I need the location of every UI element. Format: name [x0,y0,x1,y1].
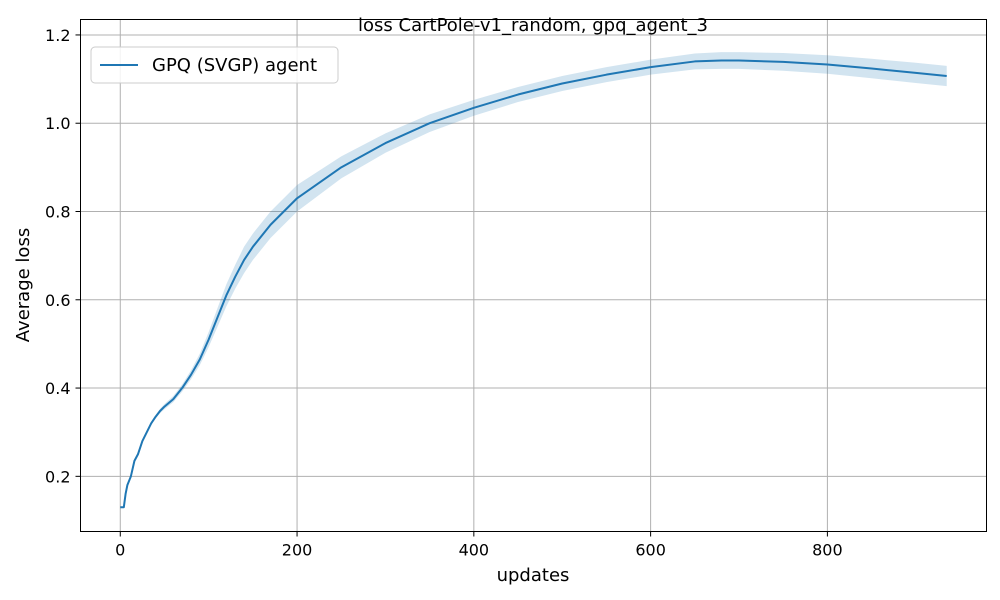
x-tick-label: 800 [812,541,843,560]
plot-frame [80,19,987,532]
legend-box [90,46,339,84]
y-tick-label: 0.4 [45,379,70,398]
legend-label: GPQ (SVGP) agent [152,55,317,76]
x-tick-label: 200 [282,541,313,560]
y-axis-label: Average loss [13,228,34,342]
y-tick-label: 0.6 [45,291,70,310]
confidence-band [120,52,947,508]
y-tick-label: 0.8 [45,203,70,222]
legend: GPQ (SVGP) agent [90,46,339,84]
series-lines [120,59,947,509]
axis-ticks: 0 200 400 600 800 0.2 0.4 0.6 0.8 1.0 1.2 [45,26,843,560]
grid-lines [80,19,987,532]
x-tick-label: 400 [459,541,490,560]
chart-title: loss CartPole-v1_random, gpq_agent_3 [358,15,708,36]
confidence-bands [120,52,947,508]
y-tick-label: 1.2 [45,26,70,45]
x-tick-label: 0 [115,541,125,560]
y-tick-label: 0.2 [45,467,70,486]
y-tick-label: 1.0 [45,114,70,133]
series-line [120,59,947,509]
x-axis-label: updates [497,565,570,586]
x-tick-label: 600 [635,541,666,560]
